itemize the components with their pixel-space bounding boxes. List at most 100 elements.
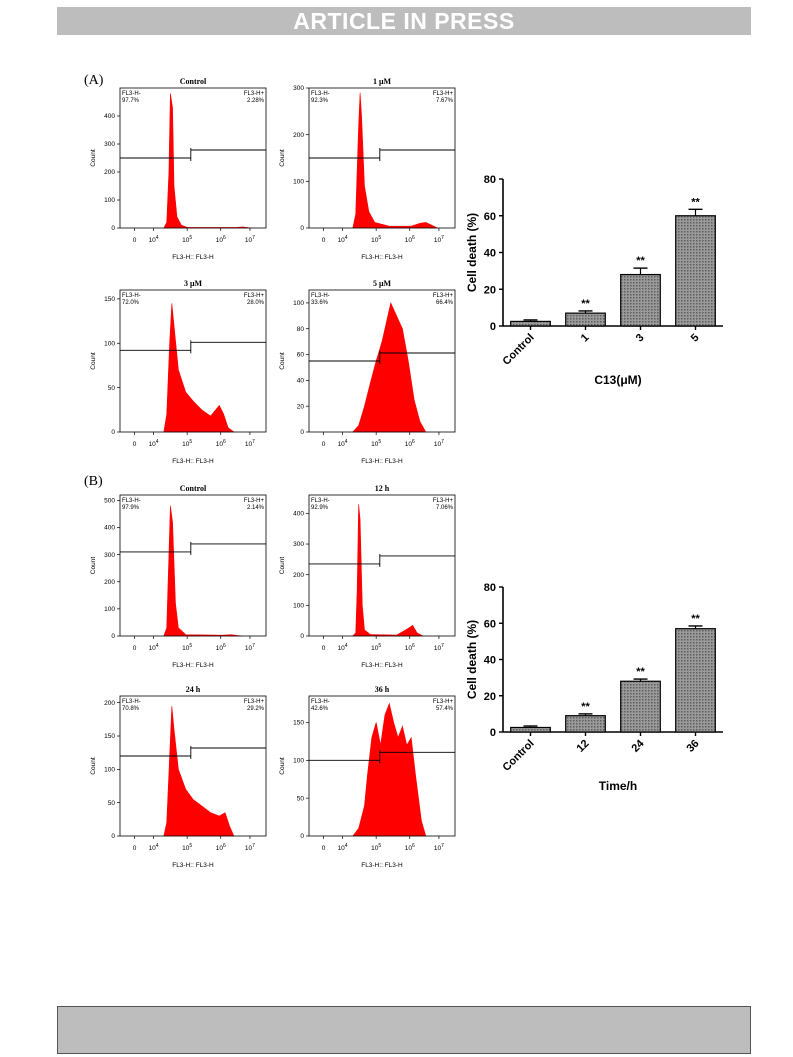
gate-pos-percent: 66.4% <box>436 300 454 306</box>
gate-neg-label: FL3-H- <box>122 91 141 97</box>
y-tick-label: 0 <box>490 727 496 739</box>
y-tick-label: 200 <box>104 700 115 707</box>
x-tick-label: 106 <box>405 843 415 852</box>
histogram-title: 12 h <box>375 484 390 493</box>
y-tick-label: 300 <box>104 552 115 559</box>
y-tick-label: 500 <box>104 498 115 505</box>
bar <box>510 320 551 327</box>
y-tick-label: 50 <box>108 800 116 807</box>
panel-b-label: (B) <box>84 474 103 489</box>
x-tick-label: 105 <box>182 843 192 852</box>
x-tick-label: 105 <box>371 235 381 244</box>
x-tick-label: 0 <box>322 237 326 244</box>
y-tick-label: 100 <box>293 758 304 765</box>
histogram-area <box>163 303 235 433</box>
y-axis-label: Count <box>279 149 286 167</box>
x-tick-label: 105 <box>182 643 192 652</box>
y-tick-label: 100 <box>104 197 115 204</box>
y-axis-label: Count <box>279 557 286 575</box>
bar <box>565 715 606 733</box>
x-axis-label: FL3-H:: FL3-H <box>172 458 214 465</box>
x-tick-label: 104 <box>338 643 348 652</box>
x-axis-label: FL3-H:: FL3-H <box>361 458 403 465</box>
x-axis-label: FL3-H:: FL3-H <box>361 662 403 669</box>
histogram-title: 36 h <box>375 685 390 694</box>
x-axis-label: FL3-H:: FL3-H <box>172 254 214 261</box>
x-tick-label: 0 <box>322 845 326 852</box>
y-tick-label: 50 <box>297 795 305 802</box>
histogram-2: 1 μM FL3-H-92.3% FL3-H+7.67% 0 100 200 300 0 104… <box>279 77 456 261</box>
y-axis-label: Count <box>90 757 97 775</box>
article-in-press-banner: ARTICLE IN PRESS <box>57 7 751 35</box>
significance-mark: ** <box>691 613 700 625</box>
significance-mark: ** <box>636 255 645 267</box>
y-tick-label: 150 <box>104 733 115 740</box>
x-tick-label: 106 <box>216 439 226 448</box>
x-tick-label: 0 <box>133 845 137 852</box>
y-tick-label: 200 <box>293 132 304 139</box>
histogram-area <box>163 93 252 229</box>
histogram-area <box>163 505 243 637</box>
y-tick-label: 60 <box>297 352 305 359</box>
histogram-title: 5 μM <box>373 279 392 288</box>
y-tick-label: 0 <box>300 833 304 840</box>
x-tick-label: 24 <box>629 737 647 755</box>
histogram-area <box>352 301 427 433</box>
x-tick-label: 107 <box>245 235 255 244</box>
x-tick-label: 107 <box>434 439 444 448</box>
gate-pos-percent: 57.4% <box>436 706 454 712</box>
x-tick-label: 107 <box>434 235 444 244</box>
x-tick-label: 106 <box>216 843 226 852</box>
x-tick-label: 0 <box>322 441 326 448</box>
x-tick-label: 104 <box>149 235 159 244</box>
x-tick-label: 0 <box>133 441 137 448</box>
y-tick-label: 0 <box>490 321 496 333</box>
gate-pos-percent: 7.67% <box>436 98 454 104</box>
y-tick-label: 100 <box>104 606 115 613</box>
significance-mark: ** <box>636 666 645 678</box>
gate-neg-percent: 92.3% <box>311 98 329 104</box>
x-tick-label: 0 <box>133 645 137 652</box>
gate-pos-percent: 7.06% <box>436 505 454 511</box>
gate-pos-label: FL3-H+ <box>433 498 454 504</box>
gate-neg-percent: 33.6% <box>311 300 329 306</box>
x-tick-label: 104 <box>338 439 348 448</box>
x-tick-label: 104 <box>149 643 159 652</box>
gate-neg-label: FL3-H- <box>122 498 141 504</box>
y-tick-label: 0 <box>111 833 115 840</box>
x-tick-label: 1 <box>579 332 592 345</box>
x-tick-label: 105 <box>371 843 381 852</box>
y-tick-label: 80 <box>297 326 305 333</box>
y-tick-label: 100 <box>104 340 115 347</box>
gate-pos-percent: 2.14% <box>247 505 265 511</box>
histogram-area <box>163 705 235 837</box>
y-tick-label: 0 <box>300 225 304 232</box>
gate-neg-label: FL3-H- <box>311 293 330 299</box>
y-tick-label: 20 <box>484 284 496 296</box>
x-tick-label: 106 <box>216 643 226 652</box>
histogram-7: 24 h FL3-H-70.8% FL3-H+29.2% 0 50 100 150 200 0 1… <box>90 685 267 869</box>
y-tick-label: 60 <box>484 618 496 630</box>
x-tick-label: 106 <box>405 439 415 448</box>
x-tick-label: 107 <box>434 843 444 852</box>
y-tick-label: 40 <box>484 248 496 260</box>
gate-neg-percent: 42.6% <box>311 706 329 712</box>
y-tick-label: 100 <box>104 767 115 774</box>
histogram-frame <box>119 289 267 433</box>
histogram-5: Control FL3-H-97.9% FL3-H+2.14% 0 100 200 300 4… <box>90 484 267 669</box>
bar <box>565 312 606 327</box>
x-axis-label: FL3-H:: FL3-H <box>361 254 403 261</box>
y-tick-label: 0 <box>300 633 304 640</box>
histogram-frame <box>119 695 267 837</box>
bar <box>510 726 551 733</box>
gate-pos-label: FL3-H+ <box>433 91 454 97</box>
gate-neg-label: FL3-H- <box>311 699 330 705</box>
histogram-frame <box>308 695 456 837</box>
histogram-3: 3 μM FL3-H-72.0% FL3-H+28.0% 0 50 100 150 0 104 1… <box>90 279 267 465</box>
histogram-8: 36 h FL3-H-42.6% FL3-H+57.4% 0 50 100 150 0 104 1… <box>279 685 456 869</box>
y-tick-label: 150 <box>104 296 115 303</box>
x-tick-label: 0 <box>322 645 326 652</box>
histogram-title: Control <box>180 484 207 493</box>
x-axis-label: C13(μM) <box>594 373 641 387</box>
